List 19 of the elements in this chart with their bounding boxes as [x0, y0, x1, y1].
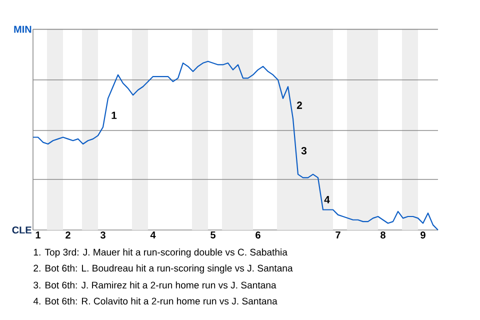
text: MIN	[14, 26, 32, 33]
annotation: 2	[296, 102, 302, 109]
x-tick-label: 5	[210, 232, 216, 238]
text: 3. Bot 6th: J. Ramirez hit a 2-run home run vs J. Santana	[34, 281, 276, 289]
text: CLE	[12, 226, 32, 234]
x-tick-label: 3	[100, 232, 106, 239]
x-tick-label: 4	[150, 232, 156, 238]
x-tick-label: 9	[420, 232, 426, 239]
text: 4. Bot 6th: R. Colavito hit a 2-run home run vs J. Santana	[33, 297, 278, 305]
x-tick-label: 6	[256, 232, 260, 239]
x-tick-label: 8	[380, 232, 386, 239]
annotation: 4	[324, 196, 330, 204]
x-tick-label: 7	[336, 232, 340, 238]
annotation: 1	[112, 112, 117, 119]
x-tick-label: 2	[66, 232, 70, 238]
text: 1. Top 3rd: J. Mauer hit a run-scoring double vs C. Sabathia	[34, 248, 288, 258]
x-tick-label: 1	[36, 232, 40, 238]
text: 2. Bot 6th: L. Boudreau hit a run-scoring single vs J. Santana	[34, 264, 293, 274]
annotation: 3	[301, 147, 307, 154]
